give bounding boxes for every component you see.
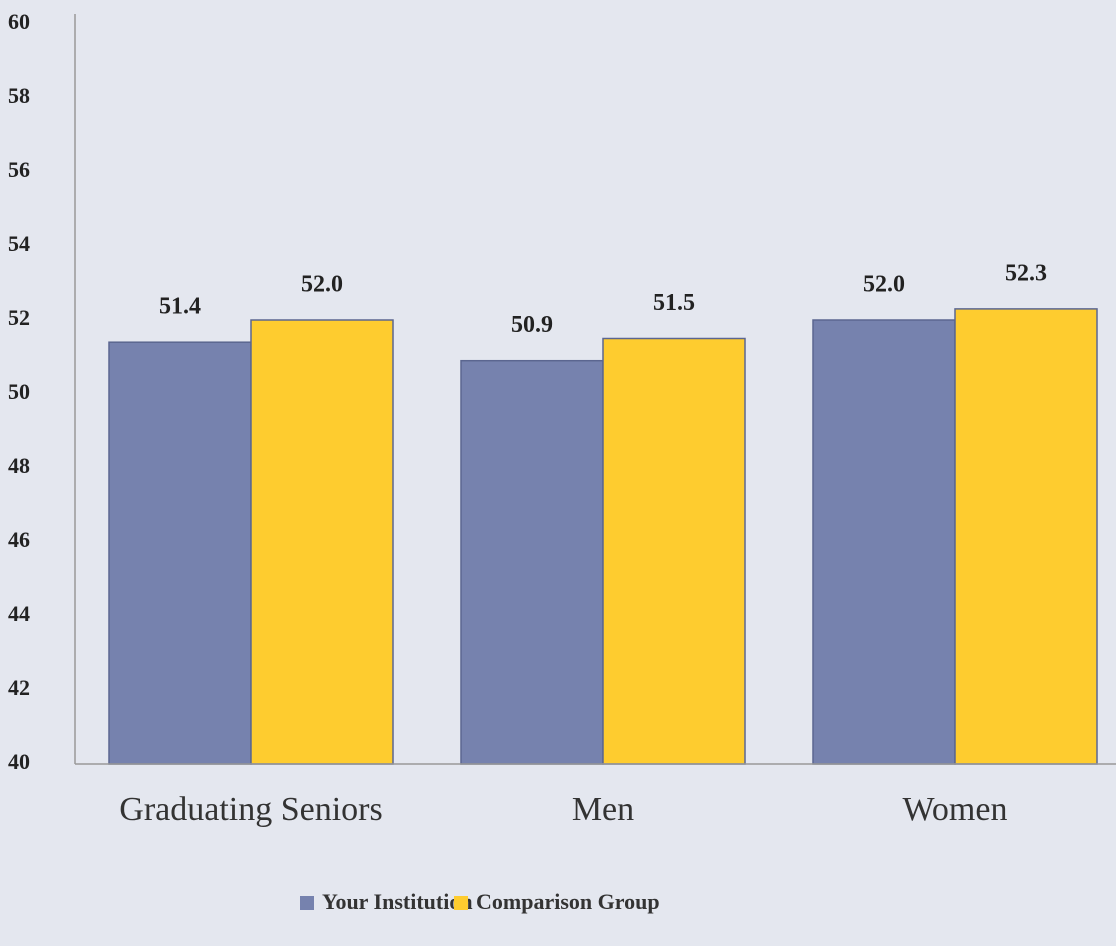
y-tick-label: 60 [8,9,30,34]
y-tick-label: 58 [8,83,30,108]
bar [250,319,394,765]
y-tick-label: 44 [8,601,30,626]
data-label: 51.5 [653,290,695,316]
y-tick-label: 42 [8,675,30,700]
y-tick-label: 46 [8,527,30,552]
data-label: 51.4 [159,294,201,320]
x-tick-label: Graduating Seniors [119,791,382,828]
data-label: 52.3 [1005,260,1047,286]
bar [602,337,746,765]
legend-swatch [300,896,314,910]
y-tick-label: 56 [8,157,30,182]
legend-label: Comparison Group [476,889,660,914]
data-label: 52.0 [863,272,905,298]
y-tick-label: 52 [8,305,30,330]
x-tick-label: Women [903,791,1008,828]
bar [108,341,252,765]
data-label: 50.9 [511,312,553,338]
bar [460,359,604,765]
x-tick-label: Men [572,791,634,828]
bar [812,319,956,765]
legend-swatch [454,896,468,910]
legend-label: Your Institution [322,889,473,914]
y-tick-label: 40 [8,749,30,774]
y-tick-label: 48 [8,453,30,478]
y-tick-label: 50 [8,379,30,404]
bar [954,308,1098,765]
y-tick-label: 54 [8,231,30,256]
data-label: 52.0 [301,272,343,298]
